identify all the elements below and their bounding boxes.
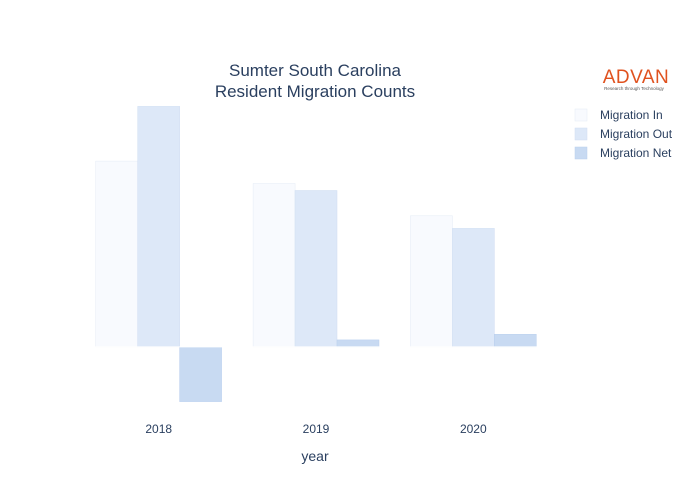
x-tick-label: 2019 (303, 422, 330, 436)
bar-migration-out-2018[interactable] (137, 106, 180, 348)
legend-swatch (574, 127, 588, 141)
bar-migration-in-2020[interactable] (410, 215, 453, 348)
bar-migration-out-2019[interactable] (294, 190, 338, 348)
chart-title-line-2: Resident Migration Counts (215, 82, 415, 101)
legend-label: Migration Out (600, 127, 673, 141)
legend-label: Migration Net (600, 146, 672, 160)
logo-wordmark: ADVAN (603, 67, 670, 88)
legend-swatch (574, 146, 588, 160)
x-tick-labels: 2018 2019 2020 (145, 422, 487, 436)
legend-item-migration-in[interactable]: Migration In (574, 108, 663, 122)
bar-migration-net-2018[interactable] (179, 346, 222, 402)
chart-title: Sumter South Carolina Resident Migration… (215, 61, 415, 101)
bar-migration-in-2018[interactable] (95, 160, 138, 348)
chart-title-line-1: Sumter South Carolina (229, 61, 402, 80)
x-tick-label: 2020 (460, 422, 487, 436)
x-axis-title: year (301, 448, 329, 464)
bar-migration-net-2020[interactable] (494, 334, 537, 348)
x-tick-label: 2018 (145, 422, 172, 436)
bar-migration-net-2019[interactable] (336, 339, 380, 348)
bars-layer (95, 106, 537, 402)
legend[interactable]: Migration In Migration Out Migration Net (574, 108, 673, 160)
legend-label: Migration In (600, 108, 663, 122)
legend-item-migration-net[interactable]: Migration Net (574, 146, 672, 160)
logo-tagline: Research through Technology (604, 86, 664, 91)
bar-migration-in-2019[interactable] (252, 183, 296, 348)
bar-migration-out-2020[interactable] (452, 228, 495, 348)
advan-logo: ADVAN Research through Technology (603, 67, 670, 91)
legend-swatch (574, 108, 588, 122)
legend-item-migration-out[interactable]: Migration Out (574, 127, 673, 141)
